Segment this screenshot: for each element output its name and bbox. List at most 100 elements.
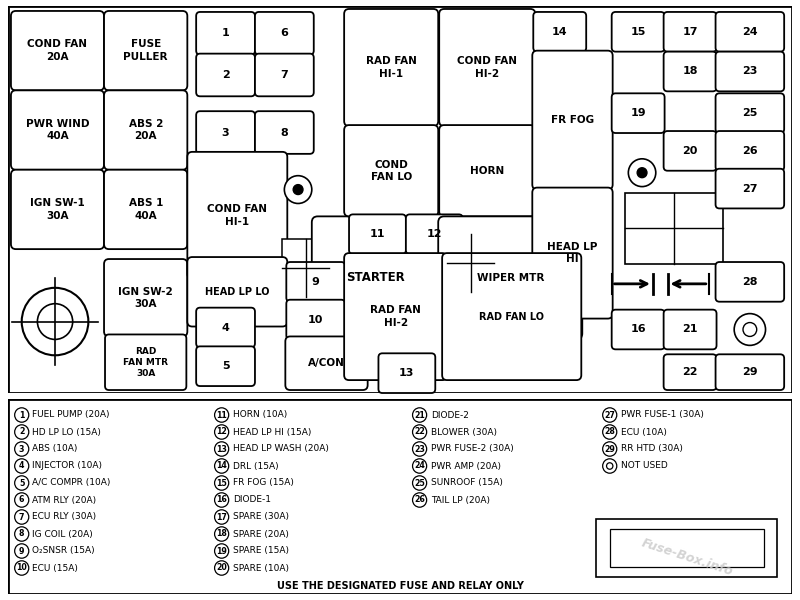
Text: 22: 22 xyxy=(414,427,425,437)
Text: HORN (10A): HORN (10A) xyxy=(234,410,288,419)
Text: 26: 26 xyxy=(414,496,425,505)
FancyBboxPatch shape xyxy=(664,52,717,91)
Text: 25: 25 xyxy=(742,108,758,118)
Text: SPARE (15A): SPARE (15A) xyxy=(234,547,290,556)
Circle shape xyxy=(214,459,229,473)
Text: STARTER: STARTER xyxy=(346,271,405,284)
FancyBboxPatch shape xyxy=(11,170,104,249)
Text: HD LP LO (15A): HD LP LO (15A) xyxy=(33,427,102,437)
Text: HEAD LP
HI: HEAD LP HI xyxy=(547,242,598,264)
Circle shape xyxy=(214,561,229,575)
Circle shape xyxy=(14,493,29,507)
Bar xyxy=(610,529,763,567)
Text: 7: 7 xyxy=(19,512,25,521)
FancyBboxPatch shape xyxy=(196,111,255,154)
Circle shape xyxy=(14,510,29,524)
Text: 28: 28 xyxy=(742,277,758,287)
FancyBboxPatch shape xyxy=(715,169,784,208)
Text: 3: 3 xyxy=(19,445,25,454)
Text: 19: 19 xyxy=(630,108,646,118)
Text: FR FOG: FR FOG xyxy=(551,115,594,125)
Text: 22: 22 xyxy=(682,367,698,377)
Text: RR HTD (30A): RR HTD (30A) xyxy=(622,445,683,454)
FancyBboxPatch shape xyxy=(612,94,665,133)
Text: RAD FAN LO: RAD FAN LO xyxy=(479,311,544,322)
Circle shape xyxy=(606,463,613,469)
Text: IG COIL (20A): IG COIL (20A) xyxy=(33,529,94,539)
Text: ECU (15A): ECU (15A) xyxy=(33,563,78,572)
Text: SPARE (10A): SPARE (10A) xyxy=(234,563,290,572)
Text: HORN: HORN xyxy=(470,166,504,176)
Text: 27: 27 xyxy=(604,410,615,419)
Text: 21: 21 xyxy=(682,325,698,334)
Circle shape xyxy=(602,408,617,422)
FancyBboxPatch shape xyxy=(664,131,717,171)
Circle shape xyxy=(14,459,29,473)
Text: 26: 26 xyxy=(742,146,758,156)
Text: 19: 19 xyxy=(216,547,227,556)
Text: 6: 6 xyxy=(19,496,25,505)
Text: 12: 12 xyxy=(426,229,442,239)
Text: 9: 9 xyxy=(19,547,25,556)
Circle shape xyxy=(637,168,647,178)
Text: RAD FAN
HI-1: RAD FAN HI-1 xyxy=(366,56,417,79)
Text: 25: 25 xyxy=(414,479,425,487)
Text: ATM RLY (20A): ATM RLY (20A) xyxy=(33,496,97,505)
Text: SUNROOF (15A): SUNROOF (15A) xyxy=(431,479,503,487)
Text: WIPER MTR: WIPER MTR xyxy=(477,273,544,283)
Text: 8: 8 xyxy=(19,529,25,539)
FancyBboxPatch shape xyxy=(664,354,717,390)
Text: HEAD LP HI (15A): HEAD LP HI (15A) xyxy=(234,427,312,437)
FancyBboxPatch shape xyxy=(104,11,187,91)
Circle shape xyxy=(214,527,229,541)
Bar xyxy=(626,193,723,264)
Circle shape xyxy=(413,459,426,473)
Text: SPARE (20A): SPARE (20A) xyxy=(234,529,290,539)
Text: ABS 2
20A: ABS 2 20A xyxy=(129,119,163,141)
FancyBboxPatch shape xyxy=(344,9,438,126)
FancyBboxPatch shape xyxy=(715,262,784,302)
Circle shape xyxy=(14,561,29,575)
Circle shape xyxy=(413,476,426,490)
Circle shape xyxy=(38,304,73,340)
Text: 6: 6 xyxy=(281,28,288,38)
Text: HEAD LP WASH (20A): HEAD LP WASH (20A) xyxy=(234,445,330,454)
FancyBboxPatch shape xyxy=(105,334,186,390)
Text: 8: 8 xyxy=(281,128,288,137)
Circle shape xyxy=(14,544,29,558)
Text: IGN SW-2
30A: IGN SW-2 30A xyxy=(118,287,173,309)
Text: 23: 23 xyxy=(414,445,425,454)
Circle shape xyxy=(743,323,757,337)
Text: 13: 13 xyxy=(216,445,227,454)
Text: 14: 14 xyxy=(552,27,567,37)
Text: 5: 5 xyxy=(222,361,230,371)
Text: 14: 14 xyxy=(216,461,227,470)
Text: RAD
FAN MTR
30A: RAD FAN MTR 30A xyxy=(123,347,168,378)
FancyBboxPatch shape xyxy=(664,12,717,52)
FancyBboxPatch shape xyxy=(442,253,582,380)
Text: 4: 4 xyxy=(222,323,230,332)
FancyBboxPatch shape xyxy=(378,353,435,393)
FancyBboxPatch shape xyxy=(11,91,104,170)
FancyBboxPatch shape xyxy=(715,354,784,390)
Circle shape xyxy=(602,442,617,456)
FancyBboxPatch shape xyxy=(532,188,613,319)
FancyBboxPatch shape xyxy=(286,300,345,340)
FancyBboxPatch shape xyxy=(532,50,613,190)
Text: 16: 16 xyxy=(630,325,646,334)
Bar xyxy=(447,234,494,292)
Text: 17: 17 xyxy=(216,512,227,521)
FancyBboxPatch shape xyxy=(196,308,255,347)
Circle shape xyxy=(628,159,656,187)
Text: 2: 2 xyxy=(222,70,230,80)
FancyBboxPatch shape xyxy=(344,253,447,380)
FancyBboxPatch shape xyxy=(344,125,438,217)
FancyBboxPatch shape xyxy=(406,214,462,254)
Text: TAIL LP (20A): TAIL LP (20A) xyxy=(431,496,490,505)
FancyBboxPatch shape xyxy=(196,346,255,386)
Text: O₂SNSR (15A): O₂SNSR (15A) xyxy=(33,547,95,556)
Text: FR FOG (15A): FR FOG (15A) xyxy=(234,479,294,487)
Circle shape xyxy=(602,459,617,473)
Circle shape xyxy=(602,425,617,439)
FancyBboxPatch shape xyxy=(255,111,314,154)
